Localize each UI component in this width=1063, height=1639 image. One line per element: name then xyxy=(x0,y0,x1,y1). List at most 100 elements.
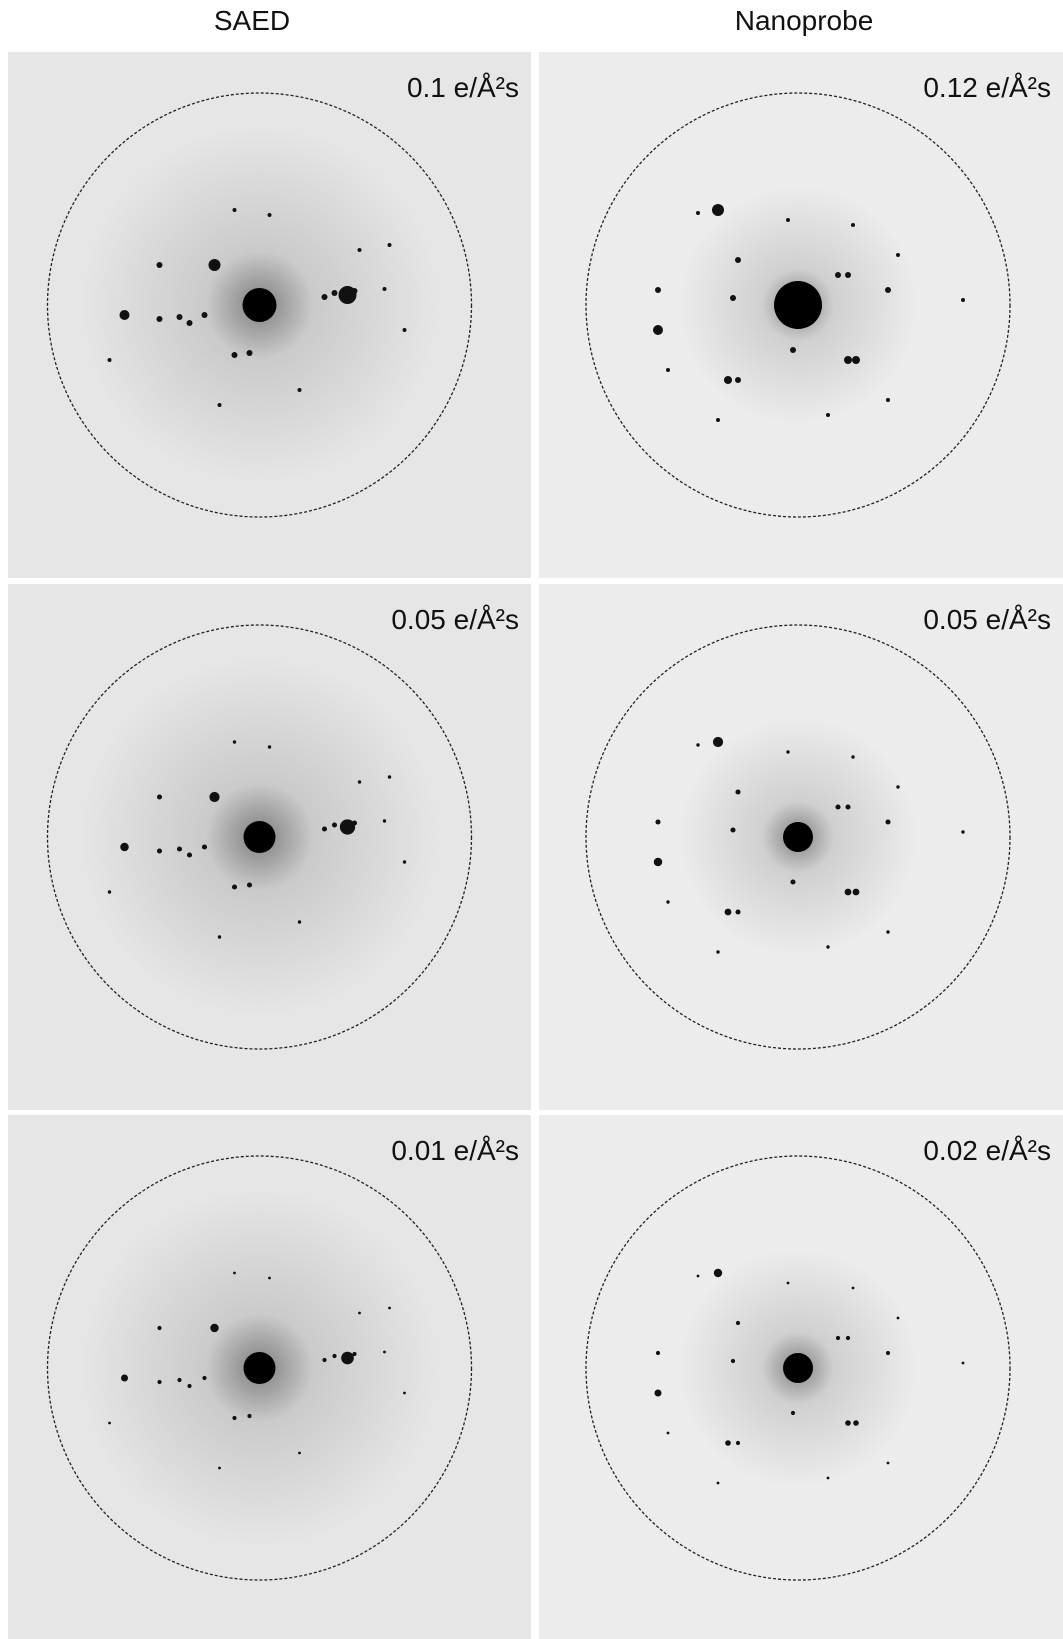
diffraction-spot xyxy=(177,1377,182,1383)
diffraction-spot xyxy=(268,1276,271,1280)
diffraction-spot xyxy=(845,1335,851,1341)
diffraction-spot xyxy=(121,1374,128,1382)
direct-beam xyxy=(243,821,276,853)
diffraction-spot xyxy=(961,298,965,302)
diffraction-spot xyxy=(187,1383,192,1389)
diffraction-spot xyxy=(352,1351,357,1357)
diffraction-spot xyxy=(119,310,130,320)
diffraction-spot xyxy=(107,890,112,894)
column-header: Nanoprobe xyxy=(735,5,874,36)
diffraction-spot xyxy=(654,1389,662,1397)
diffraction-spot xyxy=(844,888,852,896)
diffraction-spot xyxy=(339,819,356,835)
diffraction-spot xyxy=(388,1306,391,1310)
diffraction-spot xyxy=(790,347,796,353)
direct-beam xyxy=(242,288,277,322)
diffraction-spot xyxy=(713,1268,723,1278)
diffraction-spot xyxy=(716,950,720,954)
diffraction-spot xyxy=(735,1440,741,1446)
diffraction-spot xyxy=(844,356,852,364)
diffraction-spot xyxy=(886,930,890,934)
diffraction-spot xyxy=(217,403,222,407)
diffraction-spot xyxy=(210,1323,219,1333)
diffraction-spot xyxy=(886,1461,890,1465)
diffraction-spot xyxy=(209,791,220,803)
diffraction-spot xyxy=(202,1375,207,1381)
diffraction-spot xyxy=(655,819,661,825)
diffraction-spot xyxy=(120,842,129,852)
diffraction-spot xyxy=(383,1350,386,1354)
diffraction-spot xyxy=(331,290,338,296)
column-header: SAED xyxy=(214,5,290,36)
dose-label: 0.05 e/Å²s xyxy=(391,604,519,635)
diffraction-spot xyxy=(232,1415,237,1421)
diffraction-spot xyxy=(826,945,830,949)
diffraction-spot xyxy=(725,1440,731,1446)
diffraction-spot xyxy=(298,1451,301,1455)
diffraction-spot xyxy=(387,775,392,779)
diffraction-spot xyxy=(107,358,112,362)
diffraction-spot xyxy=(322,1357,327,1363)
diffraction-spot xyxy=(156,794,163,800)
diffraction-spot xyxy=(896,785,900,789)
diffraction-spot xyxy=(852,356,860,364)
diffraction-spot xyxy=(826,1476,830,1480)
diffraction-spot xyxy=(852,888,860,896)
diffraction-spot xyxy=(357,780,362,784)
aperture-outline xyxy=(46,1155,473,1581)
diffraction-spot xyxy=(382,819,387,823)
aperture-outline xyxy=(46,624,473,1050)
diffraction-spot xyxy=(786,218,790,222)
diffraction-spot xyxy=(358,1311,361,1315)
diffraction-spot xyxy=(653,325,663,335)
diffraction-spot xyxy=(666,900,670,904)
diffraction-spot xyxy=(403,1391,406,1395)
diffraction-spot xyxy=(246,350,253,356)
diffraction-spot xyxy=(186,852,193,858)
diffraction-spot xyxy=(218,1466,221,1470)
aperture-outline xyxy=(585,1155,1011,1581)
diffraction-spot xyxy=(231,352,238,358)
diffraction-spot xyxy=(247,1413,252,1419)
diffraction-spot xyxy=(297,920,302,924)
diffraction-spot xyxy=(351,820,358,826)
diffraction-spot xyxy=(735,257,741,263)
diffraction-spot xyxy=(321,294,328,300)
diffraction-spot xyxy=(885,819,891,825)
diffraction-spot xyxy=(853,1420,859,1426)
aperture-outline xyxy=(585,92,1011,518)
diffraction-spot xyxy=(331,822,338,828)
diffraction-spot xyxy=(735,909,741,915)
direct-beam xyxy=(783,1353,813,1383)
diffraction-spot xyxy=(896,1316,900,1320)
diffraction-spot xyxy=(402,860,407,864)
diffraction-spot xyxy=(885,1350,891,1356)
diffraction-spot xyxy=(382,287,387,291)
diffraction-spot xyxy=(735,789,741,795)
diffraction-spot xyxy=(653,857,663,867)
diffraction-spot xyxy=(156,262,163,268)
diffraction-spot xyxy=(108,1421,111,1425)
diffraction-spot xyxy=(201,844,208,850)
diffraction-spot xyxy=(790,879,796,885)
diffraction-spot xyxy=(835,1335,841,1341)
diffraction-spot xyxy=(835,272,841,278)
dose-label: 0.02 e/Å²s xyxy=(923,1135,1051,1166)
diffraction-panel: 0.12 e/Å²s xyxy=(539,52,1063,578)
diffraction-spot xyxy=(961,830,965,834)
diffraction-panel: 0.01 e/Å²s xyxy=(8,1115,531,1639)
diffraction-spot xyxy=(655,287,661,293)
direct-beam xyxy=(774,281,822,329)
diffraction-spot xyxy=(157,1325,162,1331)
diffraction-spot xyxy=(712,736,724,748)
diffraction-spot xyxy=(735,377,741,383)
diffraction-spot xyxy=(232,740,237,744)
direct-beam xyxy=(783,822,813,852)
diffraction-spot xyxy=(157,1379,162,1385)
diffraction-spot xyxy=(712,204,724,216)
diffraction-spot xyxy=(851,223,855,227)
diffraction-spot xyxy=(845,804,851,810)
diffraction-spot xyxy=(696,211,700,215)
diffraction-spot xyxy=(233,1271,236,1275)
